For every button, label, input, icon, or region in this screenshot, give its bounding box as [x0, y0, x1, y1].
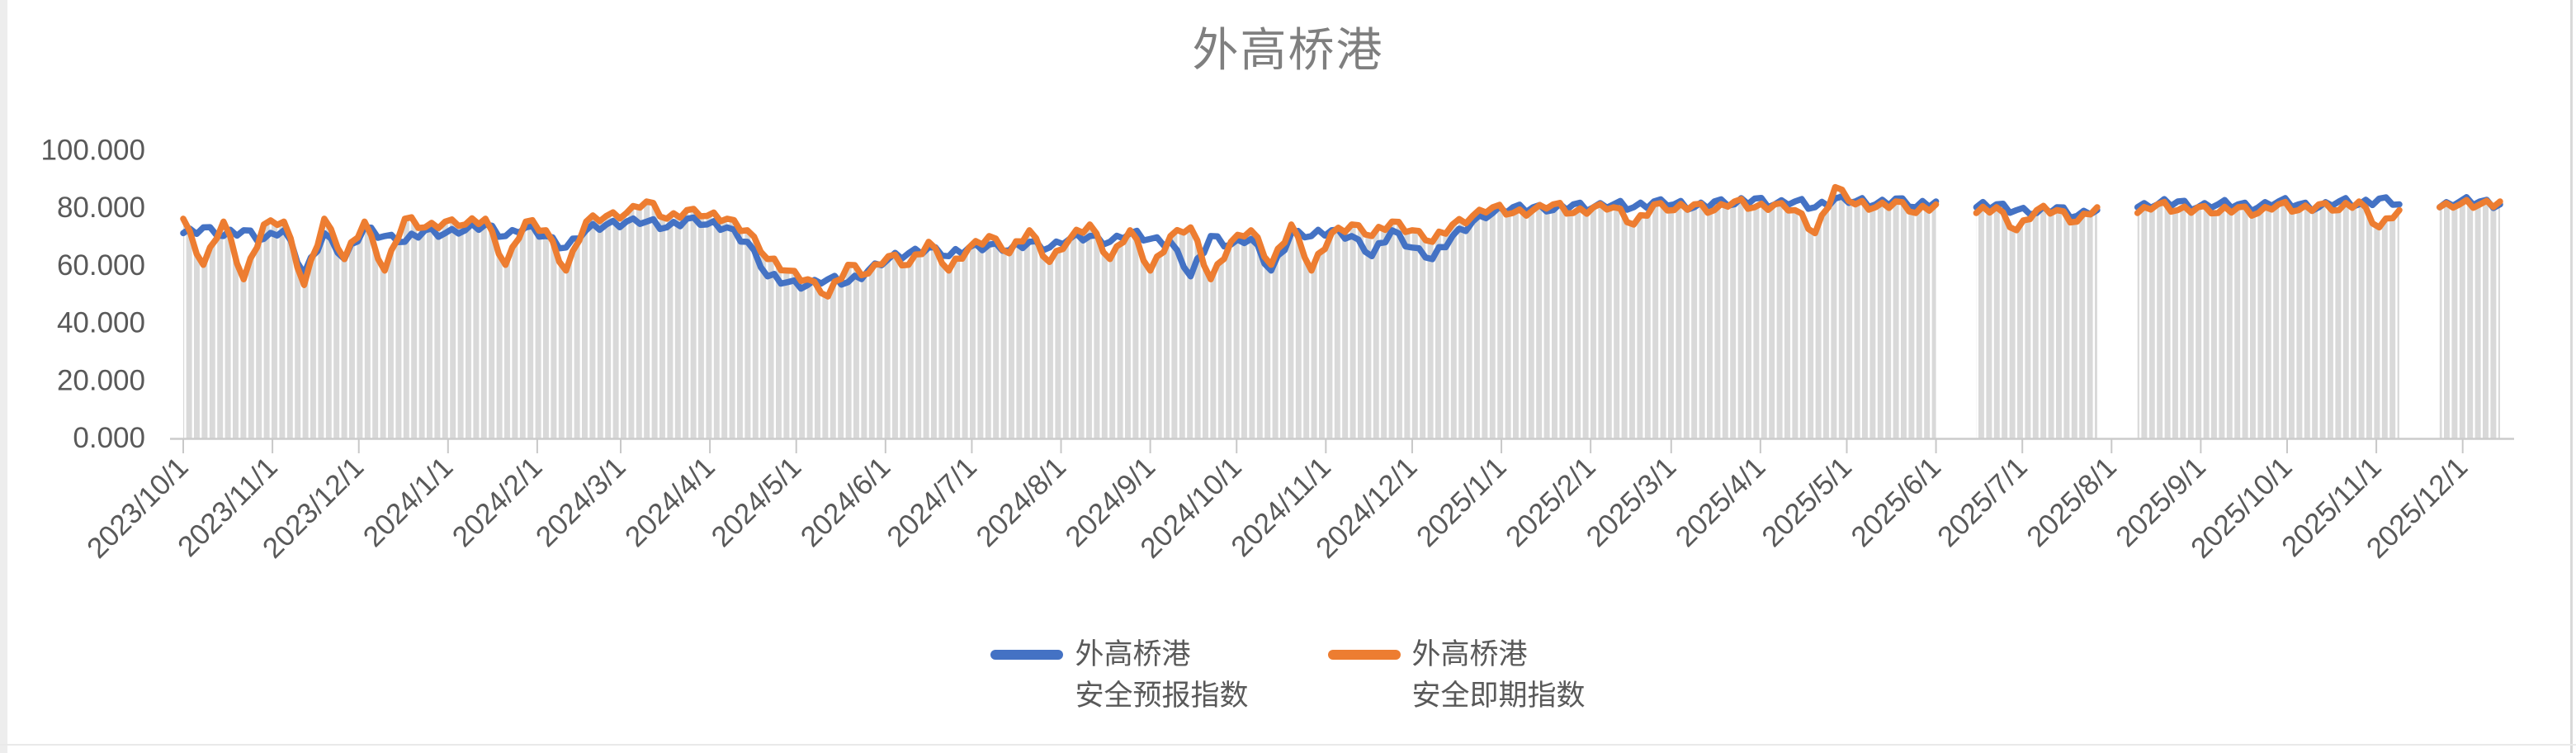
series-line-spot[interactable]: [1973, 202, 2101, 234]
chart-title[interactable]: 外高桥港: [1192, 24, 1384, 76]
x-axis-label: 2025/7/1: [1931, 451, 2034, 553]
y-axis-label: 40.000: [57, 307, 145, 339]
window-right-edge: [2570, 0, 2573, 753]
x-axis-label: 2025/8/1: [2021, 451, 2123, 553]
columns-backdrop: [2439, 200, 2500, 438]
x-axis-label: 2024/4/1: [619, 451, 721, 553]
x-axis-label: 2024/3/1: [530, 451, 632, 553]
x-axis-label: 2024/5/1: [705, 451, 807, 553]
x-axis-label: 2024/8/1: [970, 451, 1072, 553]
window-bottom-edge: [0, 744, 2576, 746]
columns-backdrop: [2137, 201, 2399, 438]
x-axis-label: 2025/1/1: [1411, 451, 1513, 553]
chart-legend: 外高桥港 安全预报指数 外高桥港 安全即期指数: [0, 634, 2576, 717]
y-axis-label: 0.000: [73, 422, 145, 454]
forecast-line-marker-icon: [990, 650, 1064, 660]
legend-label-spot: 外高桥港 安全即期指数: [1411, 638, 1586, 712]
x-axis-label: 2024/2/1: [447, 451, 549, 553]
legend-item-forecast[interactable]: 外高桥港 安全预报指数: [990, 634, 1249, 717]
x-axis-label: 2025/6/1: [1845, 451, 1947, 553]
x-axis-label: 2025/3/1: [1581, 451, 1683, 553]
x-axis-label: 2024/7/1: [881, 451, 983, 553]
legend-label-forecast: 外高桥港 安全预报指数: [1075, 638, 1249, 712]
x-axis-label: 2025/4/1: [1670, 451, 1772, 553]
x-axis-label: 2025/5/1: [1756, 451, 1858, 553]
spot-line-marker-icon: [1327, 650, 1401, 660]
y-axis-label: 100.000: [40, 134, 145, 166]
y-axis-label: 20.000: [57, 364, 145, 396]
window-left-edge: [0, 0, 7, 753]
y-axis-label: 80.000: [57, 192, 145, 224]
series-line-spot[interactable]: [180, 183, 1940, 300]
series-line-spot[interactable]: [2437, 197, 2503, 211]
series-line-forecast[interactable]: [180, 193, 1940, 292]
x-axis-label: 2024/6/1: [795, 451, 897, 553]
series-line-spot[interactable]: [2134, 198, 2403, 231]
x-axis-label: 2023/10/1: [81, 451, 195, 565]
columns-backdrop: [183, 187, 1936, 438]
columns-backdrop: [1976, 206, 2097, 438]
legend-item-spot[interactable]: 外高桥港 安全即期指数: [1327, 634, 1586, 717]
y-axis-label: 60.000: [57, 249, 145, 282]
x-axis-label: 2024/1/1: [357, 451, 460, 553]
